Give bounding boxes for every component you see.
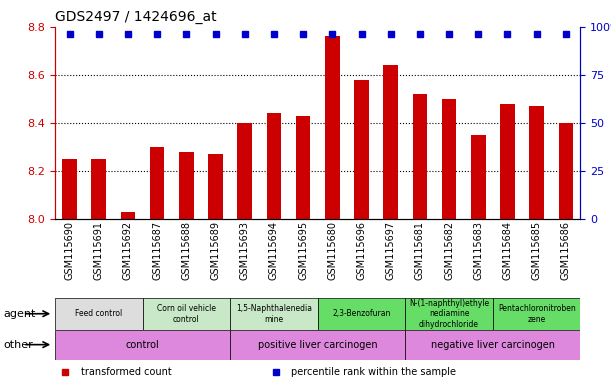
Text: 1,5-Naphthalenedia
mine: 1,5-Naphthalenedia mine (236, 304, 312, 324)
FancyBboxPatch shape (142, 298, 230, 330)
FancyBboxPatch shape (230, 330, 405, 360)
Text: other: other (3, 340, 33, 350)
Bar (529, 106, 544, 219)
FancyBboxPatch shape (493, 298, 580, 330)
FancyBboxPatch shape (55, 298, 142, 330)
Text: negative liver carcinogen: negative liver carcinogen (431, 340, 555, 350)
Bar (266, 113, 281, 219)
Text: GSM115689: GSM115689 (211, 221, 221, 280)
Bar (354, 80, 369, 219)
Text: positive liver carcinogen: positive liver carcinogen (258, 340, 378, 350)
Text: GSM115680: GSM115680 (327, 221, 337, 280)
Text: GSM115692: GSM115692 (123, 221, 133, 280)
Text: GSM115683: GSM115683 (474, 221, 483, 280)
FancyBboxPatch shape (230, 298, 318, 330)
Text: GSM115686: GSM115686 (561, 221, 571, 280)
Text: Corn oil vehicle
control: Corn oil vehicle control (157, 304, 216, 324)
FancyBboxPatch shape (405, 298, 493, 330)
Bar (62, 159, 77, 219)
Text: GSM115697: GSM115697 (386, 221, 396, 280)
Text: GSM115695: GSM115695 (298, 221, 308, 280)
Text: Pentachloronitroben
zene: Pentachloronitroben zene (498, 304, 576, 324)
Text: N-(1-naphthyl)ethyle
nediamine
dihydrochloride: N-(1-naphthyl)ethyle nediamine dihydroch… (409, 299, 489, 329)
Bar (442, 99, 456, 219)
Bar (325, 36, 340, 219)
Bar (471, 135, 486, 219)
Text: Feed control: Feed control (75, 310, 122, 318)
Text: GSM115696: GSM115696 (356, 221, 367, 280)
Text: GSM115688: GSM115688 (181, 221, 191, 280)
Text: transformed count: transformed count (81, 367, 172, 377)
Text: GSM115690: GSM115690 (65, 221, 75, 280)
Text: 2,3-Benzofuran: 2,3-Benzofuran (332, 310, 390, 318)
Bar (238, 123, 252, 219)
Bar (412, 94, 427, 219)
Bar (384, 65, 398, 219)
Text: agent: agent (3, 309, 35, 319)
Bar (120, 212, 135, 219)
Text: GSM115693: GSM115693 (240, 221, 250, 280)
Text: GSM115694: GSM115694 (269, 221, 279, 280)
Bar (179, 152, 194, 219)
FancyBboxPatch shape (55, 330, 230, 360)
Bar (558, 123, 573, 219)
Bar (92, 159, 106, 219)
Text: control: control (126, 340, 159, 350)
Text: GSM115685: GSM115685 (532, 221, 542, 280)
FancyBboxPatch shape (405, 330, 580, 360)
Text: GSM115682: GSM115682 (444, 221, 454, 280)
Text: GSM115687: GSM115687 (152, 221, 162, 280)
Bar (208, 154, 223, 219)
Text: GSM115691: GSM115691 (93, 221, 104, 280)
Text: percentile rank within the sample: percentile rank within the sample (291, 367, 456, 377)
Text: GSM115681: GSM115681 (415, 221, 425, 280)
Text: GSM115684: GSM115684 (502, 221, 513, 280)
Bar (500, 104, 514, 219)
FancyBboxPatch shape (318, 298, 405, 330)
Text: GDS2497 / 1424696_at: GDS2497 / 1424696_at (55, 10, 217, 25)
Bar (150, 147, 164, 219)
Bar (296, 116, 310, 219)
